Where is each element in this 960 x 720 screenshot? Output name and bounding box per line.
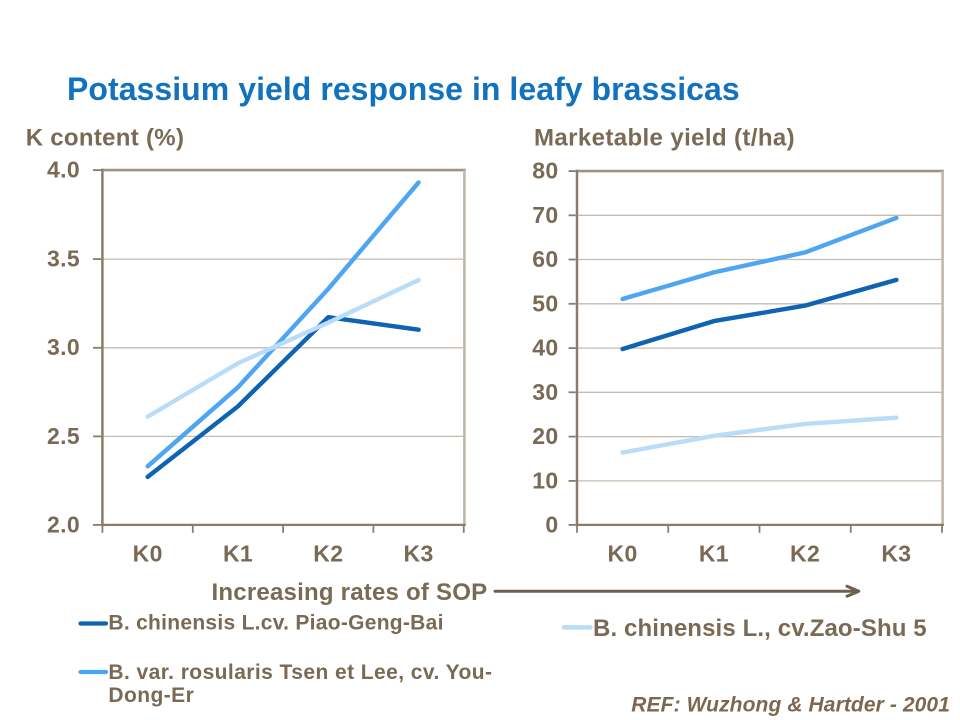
- svg-text:60: 60: [532, 246, 558, 272]
- svg-text:K0: K0: [133, 541, 163, 567]
- svg-text:K0: K0: [608, 541, 638, 567]
- svg-text:K content (%): K content (%): [26, 124, 185, 151]
- svg-text:Dong-Er: Dong-Er: [108, 684, 194, 707]
- svg-text:B. var. rosularis Tsen et Lee,: B. var. rosularis Tsen et Lee, cv. You-: [108, 661, 492, 684]
- svg-text:10: 10: [532, 468, 558, 494]
- svg-text:3.5: 3.5: [47, 245, 80, 271]
- svg-text:3.0: 3.0: [47, 334, 80, 360]
- svg-text:Marketable yield (t/ha): Marketable yield (t/ha): [534, 124, 795, 151]
- svg-text:B. chinensis L., cv.Zao-Shu 5: B. chinensis L., cv.Zao-Shu 5: [593, 615, 927, 642]
- svg-text:50: 50: [532, 291, 558, 317]
- svg-text:Potassium yield response in le: Potassium yield response in leafy brassi…: [67, 71, 740, 107]
- svg-text:REF: Wuzhong & Hartder - 2001: REF: Wuzhong & Hartder - 2001: [631, 694, 950, 717]
- svg-text:K3: K3: [881, 541, 911, 567]
- svg-text:40: 40: [532, 335, 558, 361]
- svg-text:Increasing rates of SOP: Increasing rates of SOP: [212, 579, 488, 606]
- svg-text:K3: K3: [404, 541, 434, 567]
- svg-text:K2: K2: [313, 541, 343, 567]
- svg-text:K1: K1: [699, 541, 729, 567]
- svg-text:K1: K1: [223, 541, 253, 567]
- svg-text:2.5: 2.5: [47, 423, 80, 449]
- svg-text:B. chinensis L.cv. Piao-Geng-B: B. chinensis L.cv. Piao-Geng-Bai: [108, 612, 443, 635]
- svg-text:80: 80: [532, 158, 558, 184]
- svg-text:70: 70: [532, 202, 558, 228]
- svg-text:4.0: 4.0: [47, 157, 80, 183]
- svg-text:20: 20: [532, 423, 558, 449]
- svg-text:30: 30: [532, 379, 558, 405]
- svg-text:2.0: 2.0: [47, 512, 80, 538]
- svg-text:K2: K2: [790, 541, 820, 567]
- svg-text:0: 0: [545, 512, 558, 538]
